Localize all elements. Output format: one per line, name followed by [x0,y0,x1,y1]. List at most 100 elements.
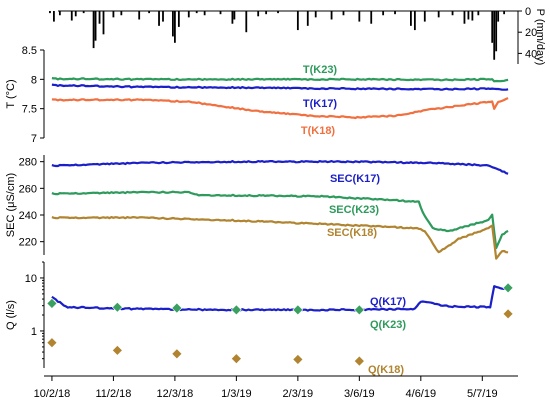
temp-y-tick-label: 8.5 [22,45,37,57]
precip-bar [358,11,361,22]
point-q-k23 [46,298,58,309]
precip-bar [92,11,95,49]
point-q-k18 [353,355,365,367]
precip-bar [306,11,309,26]
sec-y-tick-label: 240 [19,210,37,222]
precip-bar [495,11,498,52]
series-label-t-k23: T(K23) [303,64,338,76]
series-label-sec-k18: SEC(K18) [327,227,377,239]
precip-bar [471,11,474,21]
series-label-q-k23: Q(K23) [370,319,406,331]
temp-y-tick-label: 7 [31,133,37,145]
series-line-q-k17 [51,285,509,312]
precip-bar [74,11,77,17]
precip-bar [437,11,440,18]
series-label-t-k18: T(K18) [301,125,336,137]
precip-bar [257,11,260,17]
discharge-y-tick-label: 10 [25,273,37,285]
precip-bar [503,11,506,15]
sec-y-axis-label: SEC (μS/cm) [5,173,17,237]
precip-y-tick-label: 20 [525,27,537,39]
precip-bar [219,11,222,15]
point-q-k23 [111,301,123,313]
precip-bar [98,11,101,24]
precip-bar [120,11,123,16]
temp-y-axis-label: T (°C) [5,79,17,108]
precip-bar [49,11,51,14]
precip-bar [451,11,454,16]
precip-bar [493,11,496,60]
series-line-t-k23 [51,77,509,83]
point-q-k18 [111,344,123,356]
point-q-k18 [46,337,58,349]
series-label-q-k17: Q(K17) [370,296,406,308]
point-q-k18 [230,353,242,365]
series-line-t-k18 [51,97,509,120]
x-tick-label: 1/3/19 [221,388,252,400]
precip-bar [138,11,141,20]
precip-bar [195,11,198,14]
point-q-k23 [171,302,183,314]
precip-bar [112,11,115,18]
sec-y-tick-label: 220 [19,237,37,249]
precip-bar [58,11,61,16]
point-q-k23 [230,304,242,316]
series-label-t-k17: T(K17) [303,98,338,110]
series-line-t-k17 [51,83,509,91]
point-q-k18 [292,354,304,365]
sec-y-tick-label: 280 [19,157,37,169]
precip-bar [203,11,206,16]
point-q-k18 [171,348,183,360]
precip-y-tick-label: 0 [525,6,531,18]
precip-bar [342,11,345,16]
precip-bar [410,11,412,26]
precip-bar [162,11,164,22]
precip-bar [82,11,85,14]
precip-bar [172,11,174,37]
precip-bar [497,11,500,22]
precip-bar [102,11,105,35]
point-q-k23 [292,304,304,316]
precip-bar [94,11,97,41]
x-tick-label: 4/6/19 [406,388,437,400]
x-tick-label: 5/7/19 [467,388,498,400]
precip-bar [491,11,494,43]
precip-bar [477,11,480,16]
discharge-y-axis-label: Q (l/s) [5,300,17,330]
precip-bar [370,11,373,24]
point-q-k23 [502,282,514,294]
precip-bar [463,11,466,24]
precip-bar [231,11,234,24]
precip-bar [277,11,279,14]
x-tick-label: 2/3/19 [283,388,314,400]
precip-y-tick-label: 40 [525,48,537,60]
precip-bar [394,11,396,15]
precip-bar [158,11,160,26]
precip-bar [177,11,180,27]
precip-bar [245,11,248,33]
series-label-sec-k23: SEC(K23) [329,204,379,216]
precip-bar [413,11,416,31]
precip-bar [173,11,176,43]
x-tick-label: 3/6/19 [344,388,375,400]
series-label-sec-k17: SEC(K17) [330,173,380,185]
series-line-sec-k17 [51,160,509,175]
temp-y-tick-label: 8 [31,74,37,86]
precip-bar [382,11,385,16]
precip-bar [296,11,299,31]
precip-bar [53,11,55,22]
series-label-q-k18: Q(K18) [368,364,404,376]
x-tick-label: 12/3/18 [157,388,194,400]
precip-bar [70,11,73,21]
x-tick-label: 11/2/18 [95,388,131,400]
precip-bar [148,11,151,14]
precip-bar [467,11,470,20]
precip-bar [265,11,268,15]
temp-y-tick-label: 7.5 [22,104,37,116]
precip-y-axis-label: P (mm/day) [534,9,546,66]
point-q-k18 [502,308,514,320]
precip-bar [187,11,190,18]
sec-y-tick-label: 260 [19,183,37,195]
x-tick-label: 10/2/18 [34,388,71,400]
